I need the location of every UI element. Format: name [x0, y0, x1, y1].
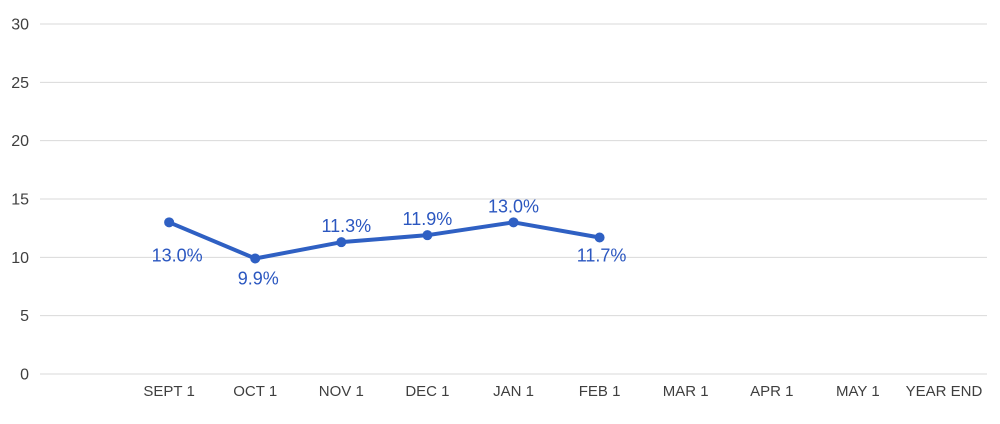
data-point-marker — [422, 230, 433, 241]
data-point-marker — [508, 217, 519, 228]
y-axis-tick-label: 0 — [20, 367, 29, 384]
y-axis-tick-label: 15 — [11, 192, 29, 209]
data-label: 11.3% — [321, 216, 371, 236]
data-label: 13.0% — [488, 196, 539, 216]
data-label: 11.7% — [577, 246, 627, 266]
y-axis-tick-label: 5 — [20, 308, 29, 325]
x-axis-tick-label: SEPT 1 — [143, 383, 194, 400]
x-axis-tick-label: FEB 1 — [579, 383, 621, 400]
x-axis-tick-label: APR 1 — [750, 383, 793, 400]
series-line — [167, 220, 602, 261]
x-axis-tick-label: NOV 1 — [319, 383, 364, 400]
x-axis-tick-label: DEC 1 — [405, 383, 449, 400]
data-point-marker — [250, 253, 261, 264]
x-axis-tick-label: MAY 1 — [836, 383, 880, 400]
y-axis-tick-label: 25 — [11, 75, 29, 92]
y-axis-tick-label: 20 — [11, 133, 29, 150]
y-axis-tick-label: 30 — [11, 17, 29, 34]
data-label: 11.9% — [403, 209, 453, 229]
data-point-marker — [594, 232, 605, 243]
x-axis-tick-label: JAN 1 — [493, 383, 534, 400]
data-point-marker — [336, 237, 347, 248]
data-label: 13.0% — [152, 245, 203, 265]
x-axis-tick-label: OCT 1 — [233, 383, 277, 400]
data-point-marker — [164, 217, 175, 228]
y-axis-tick-label: 10 — [11, 250, 29, 267]
x-axis-tick-label: YEAR END — [906, 383, 983, 400]
x-axis-tick-label: MAR 1 — [663, 383, 709, 400]
data-label: 9.9% — [238, 269, 279, 289]
